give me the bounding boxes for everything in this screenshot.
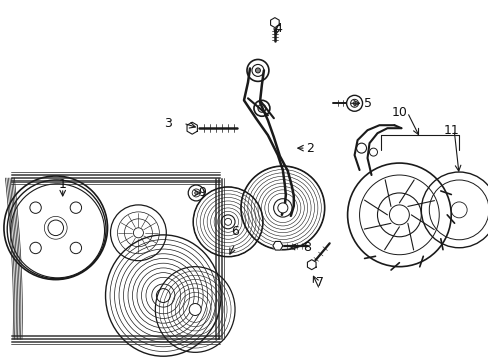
Circle shape [194, 192, 197, 194]
Text: 3: 3 [164, 117, 172, 130]
Text: 9: 9 [198, 186, 205, 199]
Circle shape [224, 219, 231, 225]
Polygon shape [272, 242, 282, 250]
Circle shape [388, 205, 408, 225]
Polygon shape [307, 260, 315, 270]
Text: 5: 5 [363, 97, 371, 110]
Circle shape [189, 303, 201, 315]
Text: 8: 8 [302, 241, 310, 254]
Circle shape [277, 203, 287, 213]
Text: 6: 6 [231, 225, 239, 238]
Circle shape [156, 289, 170, 302]
Circle shape [255, 68, 260, 73]
Text: 10: 10 [391, 106, 407, 119]
Text: 4: 4 [273, 22, 281, 35]
Text: 7: 7 [315, 276, 323, 289]
Text: 1: 1 [59, 179, 66, 192]
Polygon shape [186, 122, 197, 134]
Circle shape [352, 102, 355, 105]
Text: 2: 2 [305, 141, 313, 155]
Polygon shape [270, 18, 279, 28]
Text: 11: 11 [443, 124, 458, 137]
